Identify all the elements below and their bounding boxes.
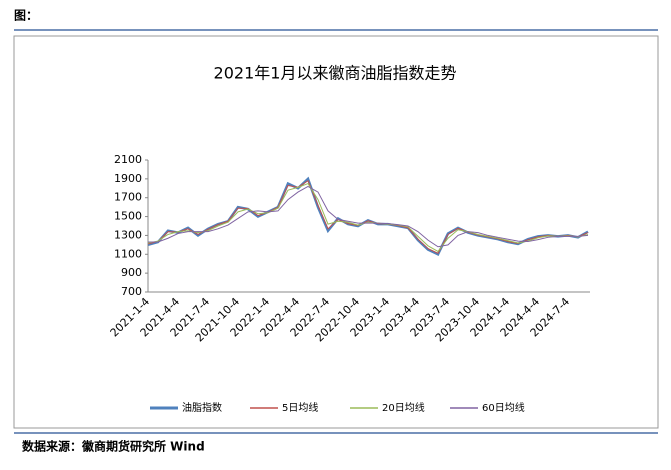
header: 图： (14, 9, 38, 23)
y-tick-label: 700 (121, 285, 142, 298)
legend-label: 油脂指数 (182, 401, 222, 414)
y-tick-label: 1300 (114, 228, 142, 241)
y-tick-label: 1100 (114, 247, 142, 260)
legend-label: 5日均线 (282, 401, 318, 414)
chart-frame (13, 35, 659, 429)
y-tick-label: 1700 (114, 191, 142, 204)
chart-title: 2021年1月以来徽商油脂指数走势 (214, 64, 457, 83)
y-tick-label: 1500 (114, 210, 142, 223)
legend-label: 20日均线 (382, 401, 425, 414)
y-tick-label: 2100 (114, 153, 142, 166)
series-line (147, 179, 589, 254)
legend-label: 60日均线 (482, 401, 525, 414)
series-line (148, 185, 589, 248)
y-tick-label: 900 (121, 266, 142, 279)
footer: 数据来源：徽商期货研究所 Wind (22, 439, 205, 454)
series-line (147, 182, 589, 253)
y-tick-label: 1900 (114, 172, 142, 185)
